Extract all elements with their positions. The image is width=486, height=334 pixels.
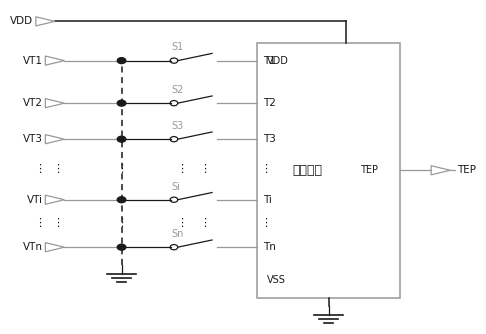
Text: Sn: Sn [172,229,184,239]
Circle shape [117,58,126,63]
Text: ⋮: ⋮ [260,164,271,174]
Text: 集成电路: 集成电路 [292,164,322,177]
Text: ⋮: ⋮ [175,218,187,228]
Text: T1: T1 [263,56,276,65]
Text: ⋮: ⋮ [175,164,187,174]
Text: VT2: VT2 [23,98,43,108]
Circle shape [117,244,126,250]
Text: VT1: VT1 [23,56,43,65]
Text: VDD: VDD [267,56,289,65]
Text: Tn: Tn [263,242,276,252]
Text: ⋮: ⋮ [116,218,127,228]
Text: T3: T3 [263,134,276,144]
Text: S1: S1 [172,42,184,52]
Text: S3: S3 [172,121,184,131]
Text: Si: Si [172,182,180,191]
Text: VTi: VTi [27,195,43,205]
Circle shape [117,100,126,106]
Text: VSS: VSS [267,275,286,285]
Text: ⋮: ⋮ [52,164,63,174]
Text: ⋮: ⋮ [34,218,45,228]
Circle shape [117,197,126,203]
Text: VT3: VT3 [23,134,43,144]
Text: ⋮: ⋮ [116,164,127,174]
Text: ⋮: ⋮ [34,164,45,174]
Text: ⋮: ⋮ [52,218,63,228]
Text: VDD: VDD [10,16,34,26]
Circle shape [117,136,126,142]
Text: ⋮: ⋮ [199,218,210,228]
Text: S2: S2 [172,85,184,95]
Text: TEP: TEP [457,165,476,175]
Text: T2: T2 [263,98,276,108]
Text: VTn: VTn [23,242,43,252]
Text: TEP: TEP [360,165,378,175]
Bar [257,43,400,298]
Text: ⋮: ⋮ [199,164,210,174]
Text: ⋮: ⋮ [260,218,271,228]
Text: Ti: Ti [263,195,272,205]
